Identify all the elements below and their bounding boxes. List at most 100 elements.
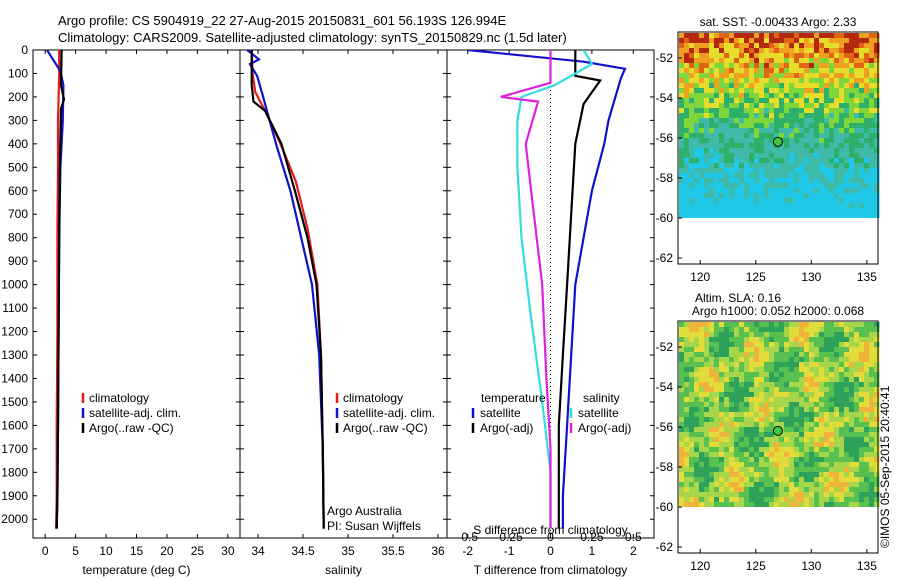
map-cell <box>849 38 855 44</box>
map-cell <box>814 477 820 483</box>
map-cell <box>824 148 830 154</box>
map-cell <box>739 68 745 74</box>
map-cell <box>864 193 870 199</box>
map-cell <box>734 322 740 328</box>
map-cell <box>804 33 810 39</box>
map-cell <box>874 397 880 403</box>
map-cell <box>704 118 710 124</box>
map-cell <box>864 123 870 129</box>
map-cell <box>809 397 815 403</box>
map-cell <box>714 487 720 493</box>
map-cell <box>729 108 735 114</box>
map-cell <box>699 168 705 174</box>
map-cell <box>694 442 700 448</box>
map-cell <box>789 208 795 214</box>
map-cell <box>724 452 730 458</box>
map-cell <box>694 168 700 174</box>
map-cell <box>859 38 865 44</box>
map-cell <box>854 123 860 129</box>
map-cell <box>864 462 870 468</box>
map-cell <box>759 178 765 184</box>
map-cell <box>759 168 765 174</box>
map-cell <box>854 33 860 39</box>
map-cell <box>749 193 755 199</box>
map-cell <box>729 377 735 383</box>
map-cell <box>769 213 775 218</box>
map-cell <box>819 432 825 438</box>
map-cell <box>724 58 730 64</box>
map-cell <box>854 482 860 488</box>
map-cell <box>869 382 875 388</box>
map-cell <box>764 452 770 458</box>
map-cell <box>859 407 865 413</box>
map-cell <box>864 347 870 353</box>
map-cell <box>804 442 810 448</box>
temperature-axes-box <box>32 49 241 539</box>
map-cell <box>809 347 815 353</box>
map-cell <box>874 178 880 184</box>
map-cell <box>769 422 775 428</box>
map-cell <box>854 452 860 458</box>
map-x-tick-label: 135 <box>857 270 877 284</box>
map-cell <box>819 153 825 159</box>
map-cell <box>779 173 785 179</box>
map-cell <box>744 58 750 64</box>
map-cell <box>819 332 825 338</box>
map-cell <box>744 477 750 483</box>
map-cell <box>684 472 690 478</box>
map-x-tick-label: 120 <box>690 270 710 284</box>
map-cell <box>834 382 840 388</box>
map-cell <box>694 372 700 378</box>
map-cell <box>704 58 710 64</box>
map-cell <box>779 442 785 448</box>
map-cell <box>829 442 835 448</box>
map-cell <box>689 78 695 84</box>
map-cell <box>769 183 775 189</box>
map-cell <box>804 188 810 194</box>
map-cell <box>694 462 700 468</box>
map-cell <box>794 337 800 343</box>
map-cell <box>729 477 735 483</box>
map-cell <box>839 173 845 179</box>
map-cell <box>744 213 750 218</box>
map-cell <box>794 387 800 393</box>
map-cell <box>839 492 845 498</box>
map-cell <box>779 118 785 124</box>
map-cell <box>754 88 760 94</box>
map-cell <box>734 492 740 498</box>
map-cell <box>704 452 710 458</box>
map-cell <box>859 88 865 94</box>
map-cell <box>779 43 785 49</box>
map-cell <box>849 93 855 99</box>
map-cell <box>689 53 695 59</box>
map-cell <box>824 133 830 139</box>
map-cell <box>684 123 690 129</box>
map-cell <box>769 43 775 49</box>
map-cell <box>784 487 790 493</box>
map-cell <box>769 73 775 79</box>
map-cell <box>814 382 820 388</box>
map-cell <box>744 173 750 179</box>
map-cell <box>764 482 770 488</box>
map-cell <box>844 133 850 139</box>
map-cell <box>709 362 715 368</box>
map-cell <box>719 93 725 99</box>
map-cell <box>809 432 815 438</box>
map-cell <box>854 362 860 368</box>
map-cell <box>754 462 760 468</box>
map-cell <box>739 213 745 218</box>
map-cell <box>679 382 685 388</box>
map-cell <box>829 477 835 483</box>
map-cell <box>759 332 765 338</box>
map-cell <box>689 477 695 483</box>
map-cell <box>734 98 740 104</box>
map-cell <box>874 213 880 218</box>
map-cell <box>724 417 730 423</box>
map-cell <box>849 387 855 393</box>
map-cell <box>829 482 835 488</box>
map-cell <box>809 447 815 453</box>
map-cell <box>784 138 790 144</box>
depth-tick-label: 1000 <box>1 278 28 292</box>
map-cell <box>739 193 745 199</box>
legend-label: satellite-adj. clim. <box>89 406 181 420</box>
